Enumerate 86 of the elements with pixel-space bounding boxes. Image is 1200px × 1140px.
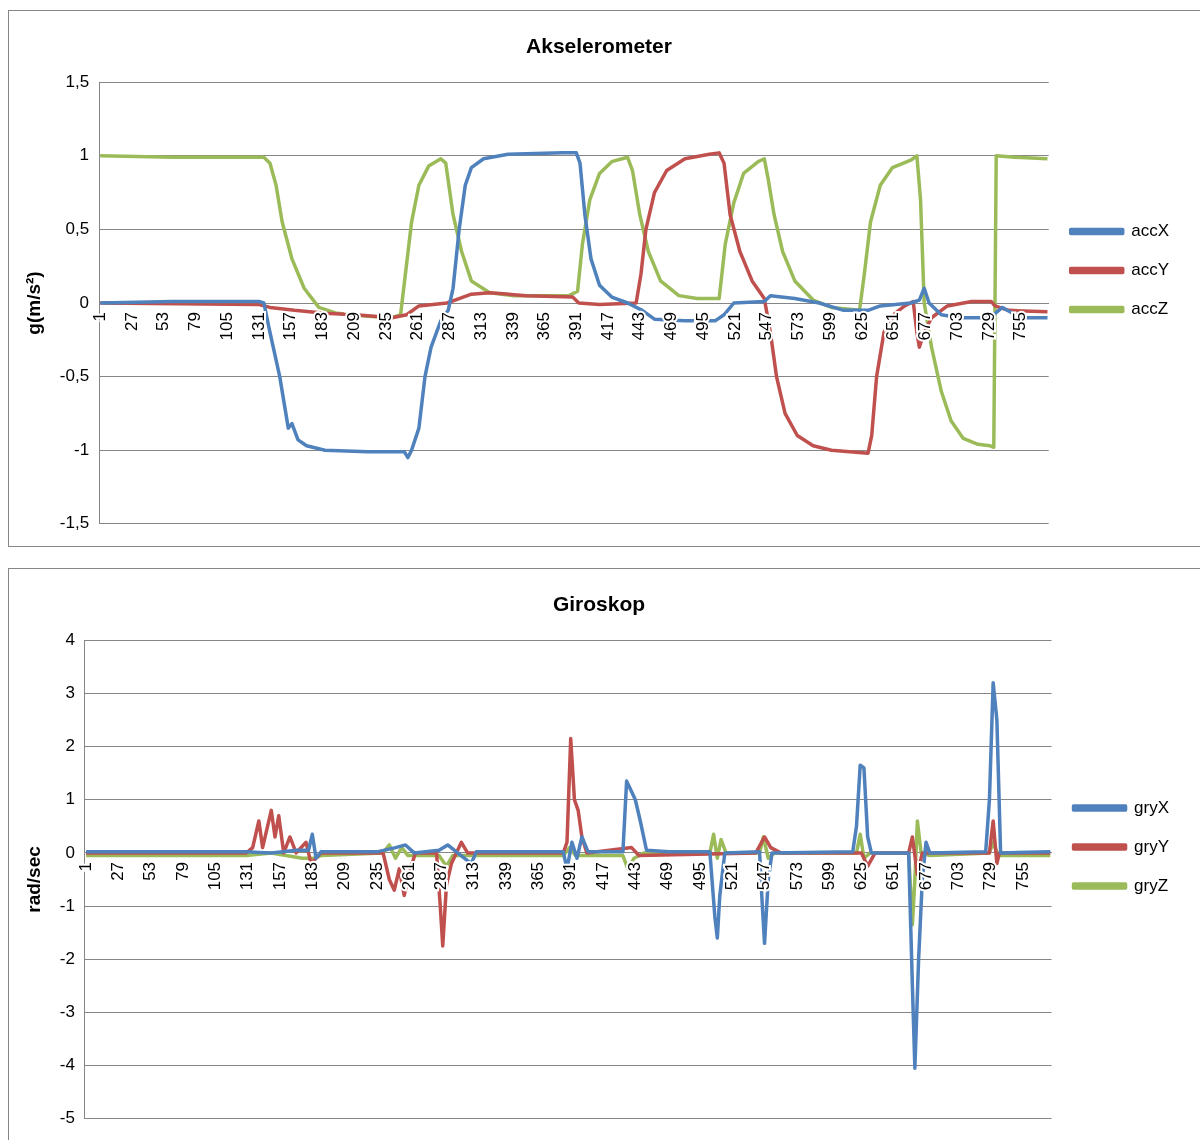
- y-axis-title: g(m/s²): [22, 271, 44, 335]
- x-tick-label: 417: [597, 312, 617, 341]
- y-tick-label: -1: [73, 439, 90, 459]
- x-tick-label: 105: [216, 312, 236, 341]
- x-tick-label: 287: [431, 861, 451, 891]
- y-tick-label: -1,5: [59, 513, 90, 533]
- y-tick-label: -4: [59, 1055, 75, 1075]
- y-tick-label: -3: [59, 1002, 75, 1022]
- y-tick-label: -2: [59, 948, 75, 968]
- x-tick-label: 261: [407, 312, 427, 341]
- y-tick-label: 1: [65, 789, 75, 809]
- x-tick-label: 131: [248, 312, 268, 341]
- x-tick-label: 27: [108, 861, 128, 881]
- x-tick-label: 651: [883, 861, 903, 891]
- legend-label: accY: [1131, 260, 1169, 280]
- y-tick-label: 0: [65, 842, 75, 862]
- y-tick-label: 0,5: [65, 219, 90, 239]
- y-tick-label: 1,5: [65, 71, 90, 91]
- x-tick-label: 729: [978, 312, 998, 341]
- x-tick-label: 391: [566, 312, 586, 341]
- x-tick-label: 235: [375, 312, 395, 341]
- x-tick-label: 27: [121, 312, 141, 331]
- x-tick-label: 443: [629, 312, 649, 341]
- x-tick-label: 599: [818, 861, 838, 891]
- y-tick-label: 2: [65, 736, 75, 756]
- x-tick-label: 495: [692, 312, 712, 341]
- y-tick-label: 0: [79, 292, 90, 312]
- x-tick-label: 157: [280, 312, 300, 341]
- x-tick-label: 183: [312, 312, 332, 341]
- y-tick-label: 4: [65, 629, 75, 649]
- x-tick-label: 599: [819, 312, 839, 341]
- x-tick-label: 287: [439, 312, 459, 341]
- x-tick-label: 209: [334, 861, 354, 891]
- y-tick-label: -5: [59, 1108, 75, 1128]
- x-tick-label: 183: [301, 861, 321, 891]
- x-tick-label: 313: [470, 312, 490, 341]
- x-tick-label: 1: [90, 312, 109, 322]
- x-tick-label: 521: [724, 312, 744, 341]
- x-tick-label: 131: [237, 861, 257, 891]
- x-tick-label: 365: [528, 861, 548, 891]
- x-tick-label: 105: [205, 861, 225, 891]
- legend-label: gryZ: [1134, 875, 1169, 895]
- legend-label: gryX: [1134, 797, 1170, 817]
- x-tick-label: 495: [689, 861, 709, 891]
- x-tick-label: 573: [786, 861, 806, 891]
- x-tick-label: 79: [172, 861, 192, 881]
- x-tick-label: 625: [851, 861, 871, 891]
- legend-label: accZ: [1131, 299, 1169, 319]
- x-tick-label: 53: [153, 312, 173, 331]
- x-tick-label: 391: [560, 861, 580, 891]
- x-tick-label: 469: [657, 861, 677, 891]
- x-tick-label: 53: [140, 861, 160, 881]
- x-tick-label: 677: [915, 312, 935, 341]
- x-tick-label: 521: [721, 861, 741, 891]
- x-tick-label: 547: [754, 861, 774, 891]
- x-tick-label: 209: [343, 312, 363, 341]
- chart-title: Giroskop: [552, 592, 646, 616]
- x-tick-label: 261: [398, 861, 418, 891]
- x-tick-label: 443: [625, 861, 645, 891]
- y-axis-title: rad/sec: [22, 845, 44, 913]
- x-tick-label: 547: [756, 312, 776, 341]
- x-tick-label: 625: [851, 312, 871, 341]
- x-tick-label: 417: [592, 861, 612, 891]
- x-tick-label: 573: [788, 312, 808, 341]
- x-tick-label: 469: [661, 312, 681, 341]
- x-tick-label: 755: [1012, 861, 1032, 891]
- y-tick-label: 3: [65, 683, 75, 703]
- x-tick-label: 365: [534, 312, 554, 341]
- x-tick-label: 703: [946, 312, 966, 341]
- x-tick-label: 677: [915, 861, 935, 891]
- y-tick-label: 1: [79, 145, 90, 165]
- legend-label: gryY: [1134, 836, 1170, 856]
- x-tick-label: 79: [185, 312, 205, 331]
- x-tick-label: 729: [980, 861, 1000, 891]
- x-tick-label: 157: [269, 861, 289, 891]
- y-tick-label: -1: [59, 895, 75, 915]
- x-tick-label: 339: [502, 312, 522, 341]
- x-tick-label: 339: [495, 861, 515, 891]
- y-tick-label: -0,5: [59, 366, 90, 386]
- x-tick-label: 651: [883, 312, 903, 341]
- legend-label: accX: [1131, 221, 1169, 241]
- x-tick-label: 703: [948, 861, 968, 891]
- x-tick-label: 313: [463, 861, 483, 891]
- x-tick-label: 755: [1010, 312, 1030, 341]
- chart-title: Akselerometer: [526, 34, 672, 58]
- x-tick-label: 235: [366, 861, 386, 891]
